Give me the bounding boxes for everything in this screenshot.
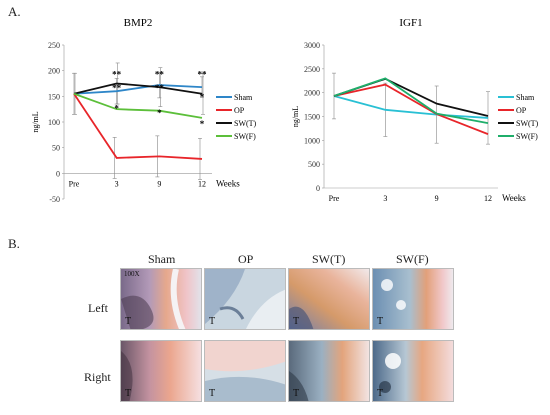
igf1-chart: IGF1 0 500 1000 1500 2000 2500 3000 ng/mL Pre 3 9 12… [291, 17, 539, 203]
significance-marker: * [200, 92, 205, 102]
x-tick-label: 12 [484, 194, 492, 203]
row-label-left: Left [88, 301, 108, 315]
column-header-swt: SW(T) [312, 252, 346, 266]
panel-a-label: A. [8, 4, 21, 19]
significance-marker: * [157, 108, 162, 118]
y-tick-label: 2500 [304, 65, 320, 74]
significance-marker: ** [112, 83, 122, 93]
y-tick-label: 250 [48, 41, 60, 50]
y-tick-label: 3000 [304, 41, 320, 50]
row-label-right: Right [84, 370, 111, 384]
y-axis-label: ng/mL [31, 111, 40, 132]
tissue-tag: T [209, 316, 216, 327]
micrograph-swf-left: T [372, 268, 454, 330]
y-tick-label: 1500 [304, 113, 320, 122]
tissue-tag: T [125, 316, 132, 327]
y-tick-label: -50 [49, 195, 60, 204]
x-tick-label: 3 [383, 194, 387, 203]
series-line-op [73, 93, 203, 160]
series-line-sham [73, 84, 203, 95]
significance-marker: * [200, 119, 205, 129]
column-header-sham: Sham [148, 252, 176, 266]
series-line-op [333, 83, 489, 135]
histology-figure: Sham OP SW(T) SW(F) Left Right 100X T T … [0, 246, 550, 415]
legend-label: SW(F) [234, 132, 256, 141]
significance-marker: * [114, 104, 119, 114]
tissue-tag: T [377, 388, 384, 399]
legend-label: SW(T) [234, 119, 257, 128]
tissue-tag: T [377, 316, 384, 327]
series-line-swf [333, 77, 489, 125]
x-tick-label: 3 [115, 179, 119, 188]
x-tick-label: Pre [69, 179, 80, 188]
micrograph-op-right: T [204, 340, 286, 402]
magnification-label: 100X [124, 270, 140, 278]
micrograph-swt-left: T [288, 268, 370, 330]
tissue-tag: T [293, 316, 300, 327]
series-line-swf [73, 92, 203, 119]
y-tick-label: 1000 [304, 136, 320, 145]
legend-label: Sham [234, 93, 253, 102]
y-axis-label: ng/mL [291, 106, 300, 127]
tissue-tag: T [209, 388, 216, 399]
legend-label: OP [234, 106, 245, 115]
legend-label: SW(F) [516, 132, 538, 141]
legend-label: Sham [516, 93, 535, 102]
micrograph-sham-right: T [120, 340, 202, 402]
x-axis-label: Weeks [502, 193, 526, 203]
column-header-op: OP [238, 252, 254, 266]
tissue-tag: T [293, 388, 300, 399]
x-tick-label: Pre [329, 194, 340, 203]
tissue-tag: T [125, 388, 132, 399]
legend-label: OP [516, 106, 527, 115]
chart-title: BMP2 [124, 17, 153, 29]
micrograph-op-left: T [204, 268, 286, 330]
y-tick-label: 0 [316, 184, 320, 193]
series-line-swt [333, 77, 489, 117]
y-tick-label: 0 [56, 169, 60, 178]
significance-marker: ** [198, 69, 208, 79]
chart-title: IGF1 [399, 17, 422, 29]
y-tick-label: 150 [48, 92, 60, 101]
panel-b-label: B. [8, 236, 20, 251]
y-tick-label: 200 [48, 67, 60, 76]
x-tick-label: 9 [157, 179, 161, 188]
x-tick-label: 9 [435, 194, 439, 203]
significance-marker: ** [112, 69, 122, 79]
micrograph-sham-left: 100X T [120, 268, 202, 330]
micrograph-swt-right: T [288, 340, 370, 402]
series-line-swt [73, 82, 203, 95]
legend-label: SW(T) [516, 119, 539, 128]
y-tick-label: 500 [308, 160, 320, 169]
bmp2-chart: BMP2 -50 0 50 100 150 200 250 ng/mL Pre 3 9 12 Weeks *… [31, 17, 257, 204]
micrograph-swf-right: T [372, 340, 454, 402]
y-tick-label: 50 [52, 144, 60, 153]
y-tick-label: 100 [48, 118, 60, 127]
significance-marker: ** [155, 83, 165, 93]
x-axis-label: Weeks [216, 178, 240, 188]
column-header-swf: SW(F) [396, 252, 429, 266]
y-tick-label: 2000 [304, 89, 320, 98]
series-line-sham [333, 95, 489, 119]
significance-marker: ** [155, 69, 165, 79]
x-tick-label: 12 [198, 179, 206, 188]
